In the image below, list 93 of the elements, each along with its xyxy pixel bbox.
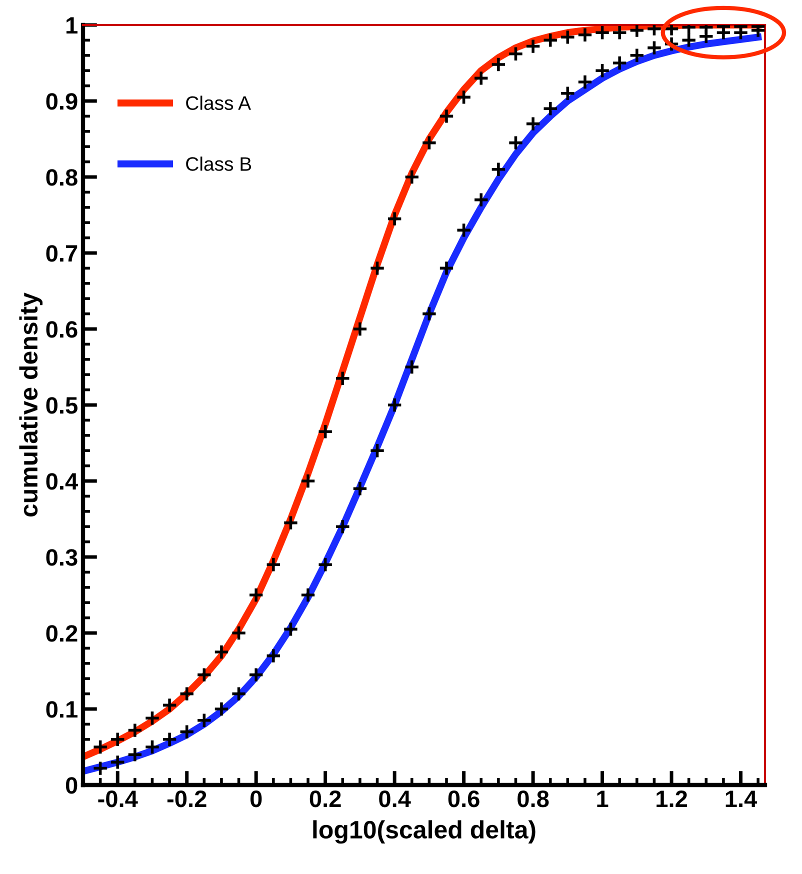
point xyxy=(594,62,610,79)
point xyxy=(404,169,420,185)
point xyxy=(144,739,160,755)
x-tick-label: 0.8 xyxy=(518,790,549,808)
point xyxy=(508,46,524,62)
point xyxy=(490,56,506,72)
point xyxy=(560,85,576,102)
point xyxy=(352,480,368,497)
point xyxy=(144,710,160,726)
point xyxy=(438,260,454,276)
point xyxy=(352,321,368,337)
x-axis-title: log10(scaled delta) xyxy=(313,820,536,844)
point xyxy=(300,473,316,489)
point xyxy=(317,424,334,440)
point xyxy=(421,134,438,151)
point xyxy=(508,134,524,151)
point xyxy=(92,739,108,755)
point xyxy=(750,25,765,38)
point xyxy=(334,518,351,535)
point xyxy=(473,192,490,208)
point xyxy=(282,514,299,531)
point xyxy=(612,25,628,41)
point xyxy=(646,40,662,56)
x-tick-label: 0.6 xyxy=(448,790,480,808)
point xyxy=(560,29,576,46)
point xyxy=(110,731,126,748)
point xyxy=(542,32,558,48)
x-tick-label: 1.4 xyxy=(726,790,758,807)
point xyxy=(525,116,542,132)
y-tick-label: 0.3 xyxy=(46,549,78,566)
legend-label: Class B xyxy=(186,156,252,171)
y-tick-label: 0.9 xyxy=(46,93,78,110)
point xyxy=(628,47,645,64)
y-tick-label: 1 xyxy=(66,17,78,34)
point xyxy=(214,644,230,660)
point xyxy=(178,724,195,740)
point xyxy=(162,697,178,714)
y-tick-label: 0 xyxy=(66,777,78,794)
point xyxy=(126,746,143,763)
point xyxy=(542,100,558,117)
point xyxy=(196,666,212,683)
point xyxy=(126,722,143,738)
point xyxy=(456,222,472,238)
point xyxy=(612,55,628,71)
point xyxy=(230,686,247,702)
x-tick-label: 0 xyxy=(250,790,262,808)
y-tick-label: 0.4 xyxy=(46,473,78,490)
point xyxy=(230,625,247,641)
x-tick-label: 1.2 xyxy=(656,790,687,807)
point xyxy=(404,359,420,375)
y-tick-label: 0.1 xyxy=(46,701,78,718)
x-tick-label: 0.4 xyxy=(379,790,411,808)
point xyxy=(162,731,178,748)
point xyxy=(577,26,593,43)
point xyxy=(369,442,386,459)
point xyxy=(421,306,438,322)
point xyxy=(334,370,351,386)
point xyxy=(214,701,230,717)
point xyxy=(196,712,212,728)
point xyxy=(386,210,403,227)
point xyxy=(317,556,334,573)
point xyxy=(594,25,610,41)
x-tick-label: -0.4 xyxy=(98,790,138,808)
point xyxy=(628,25,645,38)
point xyxy=(698,28,714,44)
x-tick-label: 0.2 xyxy=(310,790,341,808)
legend-label: Class A xyxy=(186,96,252,110)
point xyxy=(525,38,542,54)
point xyxy=(282,621,299,638)
point xyxy=(456,89,472,106)
point xyxy=(92,760,108,776)
point xyxy=(473,70,490,86)
y-tick-label: 0.5 xyxy=(46,397,78,414)
point xyxy=(110,754,126,770)
point xyxy=(178,686,195,702)
y-tick-label: 0.7 xyxy=(46,245,78,262)
point xyxy=(490,161,506,178)
point xyxy=(265,556,282,573)
point xyxy=(369,260,386,276)
point xyxy=(248,587,264,603)
y-tick-label: 0.8 xyxy=(46,169,78,186)
point xyxy=(680,32,697,48)
y-axis-title: cumulative density xyxy=(19,292,43,517)
point xyxy=(386,397,403,413)
point xyxy=(248,666,264,683)
y-tick-label: 0.2 xyxy=(46,625,78,642)
point xyxy=(300,587,316,603)
point xyxy=(577,74,593,90)
point xyxy=(438,108,454,124)
x-tick-label: 1 xyxy=(597,790,608,807)
y-tick-label: 0.6 xyxy=(46,321,78,338)
x-tick-label: -0.2 xyxy=(167,790,206,808)
point xyxy=(265,648,282,664)
